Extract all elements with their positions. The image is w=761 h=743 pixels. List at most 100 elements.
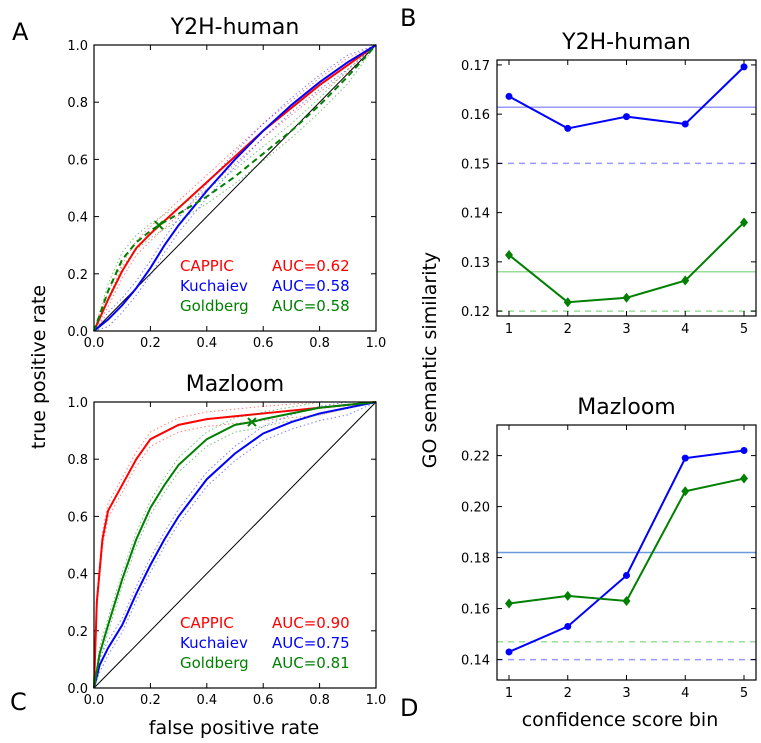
panel-label-d: D (400, 694, 418, 722)
series-line-cappic (93, 44, 377, 332)
series-band-lower-kuchaiev (93, 401, 377, 689)
series-line-kuchaiev (508, 449, 745, 653)
data-point-kuchaiev (505, 92, 513, 100)
data-point-goldberg (505, 598, 513, 609)
data-point-kuchaiev (681, 120, 689, 128)
data-point-kuchaiev (623, 113, 630, 121)
plot-frame (496, 59, 757, 317)
series-line-cappic (93, 401, 377, 689)
plot-frame (93, 401, 377, 689)
x-tick-label: 1 (505, 686, 513, 701)
plot-frame (93, 44, 377, 332)
legend-auc-goldberg: AUC=0.81 (272, 654, 350, 672)
y-tick-label: 1.0 (67, 396, 88, 411)
x-tick-label: 3 (622, 686, 630, 701)
x-tick-label: 4 (681, 322, 689, 337)
y-tick-label: 0.2 (67, 268, 88, 283)
data-point-kuchaiev (564, 124, 572, 132)
chart-title: Mazloom (577, 395, 675, 420)
chart-title: Y2H-human (170, 15, 300, 40)
data-point-kuchaiev (740, 63, 748, 71)
x-tick-label: 2 (564, 686, 572, 701)
y-tick-label: 0.4 (67, 568, 88, 583)
x-tick-label: 0.8 (309, 336, 330, 351)
right-x-axis-label: confidence score bin (522, 709, 719, 731)
data-point-goldberg (505, 249, 513, 260)
plot-frame (496, 424, 757, 681)
data-point-goldberg (622, 595, 631, 606)
x-tick-label: 2 (564, 322, 572, 337)
y-tick-label: 0.6 (67, 153, 88, 168)
panel-label-a: A (12, 18, 29, 46)
series-band-lower-cappic (93, 44, 377, 332)
x-tick-label: 0.6 (253, 336, 274, 351)
y-tick-label: 0.16 (461, 108, 490, 123)
left-y-axis-label: true positive rate (28, 285, 50, 449)
x-tick-label: 1.0 (366, 336, 387, 351)
chart-title: Mazloom (186, 372, 284, 397)
legend-auc-cappic: AUC=0.90 (272, 614, 350, 632)
series-band-upper-cappic (93, 44, 377, 332)
x-tick-label: 5 (740, 322, 748, 337)
right-y-axis-label: GO semantic similarity (419, 252, 441, 468)
legend-auc-kuchaiev: AUC=0.75 (272, 634, 350, 652)
x-tick-label: 0.2 (140, 336, 161, 351)
legend-method-kuchaiev: Kuchaiev (180, 277, 248, 295)
data-point-kuchaiev (740, 447, 748, 454)
y-tick-label: 0.16 (461, 603, 490, 618)
data-point-goldberg (740, 473, 748, 484)
legend-method-goldberg: Goldberg (180, 297, 249, 315)
x-tick-label: 4 (681, 686, 689, 701)
x-tick-label: 0.4 (196, 693, 217, 708)
y-tick-label: 0.6 (67, 510, 88, 525)
y-tick-label: 0.8 (67, 96, 88, 111)
data-point-kuchaiev (623, 571, 630, 579)
series-line-kuchaiev (93, 44, 377, 332)
y-tick-label: 0.2 (67, 625, 88, 640)
y-tick-label: 0.0 (67, 682, 88, 697)
x-tick-label: 0.0 (84, 693, 105, 708)
legend-method-cappic: CAPPIC (180, 614, 234, 632)
data-point-goldberg (681, 486, 690, 497)
y-tick-label: 0.20 (461, 501, 490, 516)
series-line-goldberg (93, 401, 377, 689)
chart-title: Y2H-human (561, 30, 691, 55)
goldberg-x-marker (247, 417, 257, 427)
x-tick-label: 5 (740, 686, 748, 701)
y-tick-label: 0.22 (461, 450, 490, 465)
chart-roc_y2h: 0.0 0.2 0.4 0.6 0.8 1.0 0.0 0.2 0.4 0.6 0.8 1.0 CAPP… (67, 15, 386, 351)
y-tick-label: 0.15 (461, 157, 490, 172)
data-point-goldberg (563, 297, 572, 308)
diagonal-reference-line (93, 44, 377, 332)
series-line-goldberg (508, 477, 745, 605)
data-point-kuchaiev (505, 648, 513, 656)
series-band-lower-goldberg (93, 44, 377, 332)
y-tick-label: 0.0 (67, 325, 88, 340)
series-band-upper-cappic (93, 401, 376, 689)
data-point-goldberg (563, 590, 572, 601)
series-line-goldberg (508, 221, 745, 304)
series-band-lower-kuchaiev (93, 44, 377, 332)
series-band-upper-kuchaiev (93, 44, 377, 332)
y-tick-label: 0.14 (461, 654, 490, 669)
x-tick-label: 0.4 (196, 336, 217, 351)
data-point-goldberg (622, 292, 631, 303)
chart-roc_mazloom: 0.0 0.2 0.4 0.6 0.8 1.0 0.0 0.2 0.4 0.6 0.8 1.0 CAPP… (67, 372, 386, 708)
legend-method-cappic: CAPPIC (180, 257, 234, 275)
data-point-goldberg (681, 275, 690, 286)
y-tick-label: 1.0 (67, 39, 88, 54)
y-tick-label: 0.8 (67, 453, 88, 468)
x-tick-label: 0.8 (309, 693, 330, 708)
y-tick-label: 0.18 (461, 552, 490, 567)
y-tick-label: 0.12 (461, 305, 490, 320)
data-point-goldberg (740, 217, 748, 228)
x-tick-label: 3 (622, 322, 630, 337)
left-x-axis-label: false positive rate (149, 717, 319, 739)
series-band-upper-goldberg (93, 44, 377, 332)
data-point-kuchaiev (564, 622, 572, 630)
x-tick-label: 1 (505, 322, 513, 337)
legend-method-goldberg: Goldberg (180, 654, 249, 672)
x-tick-label: 0.6 (253, 693, 274, 708)
y-tick-label: 0.13 (461, 256, 490, 271)
y-tick-label: 0.17 (461, 59, 490, 74)
